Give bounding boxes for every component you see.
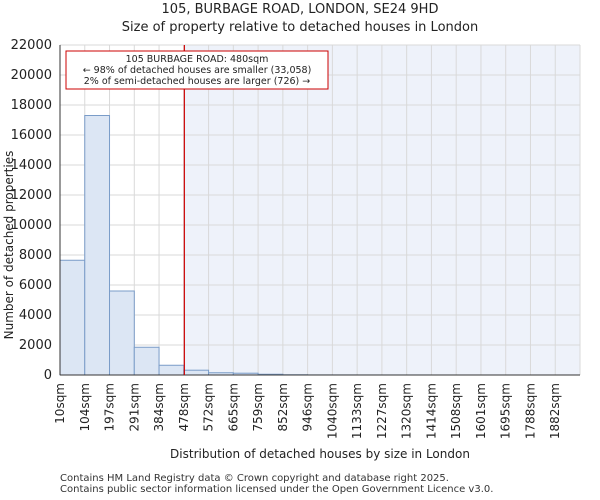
annotation-box	[65, 50, 329, 90]
x-tick-label: 1695sqm	[499, 383, 513, 439]
histogram-bar	[158, 364, 185, 376]
x-axis-label: Distribution of detached houses by size …	[170, 447, 470, 461]
x-tick-label: 1414sqm	[424, 383, 438, 439]
x-tick-label: 1788sqm	[523, 383, 537, 439]
histogram-bar	[183, 369, 210, 376]
histogram-bar	[84, 115, 111, 376]
marker-annotation: 105 BURBAGE ROAD: 480sqm ← 98% of detach…	[65, 50, 329, 90]
annotation-line-1: 105 BURBAGE ROAD: 480sqm	[126, 54, 269, 65]
x-tick-label: 1040sqm	[325, 383, 339, 439]
x-tick-label: 104sqm	[78, 383, 92, 431]
y-tick-label: 2000	[19, 338, 52, 353]
y-tick-label: 16000	[11, 128, 52, 143]
x-tick-label: 946sqm	[301, 383, 315, 431]
y-tick-label: 6000	[19, 278, 52, 293]
x-tick-label: 1601sqm	[474, 383, 488, 439]
y-tick-label: 20000	[11, 68, 52, 83]
x-tick-label: 759sqm	[251, 383, 265, 431]
y-tick-label: 22000	[11, 38, 52, 53]
y-tick-label: 10000	[11, 218, 52, 233]
y-tick-label: 14000	[11, 158, 52, 173]
chart-title: 105, BURBAGE ROAD, LONDON, SE24 9HD	[161, 2, 439, 17]
x-tick-label: 478sqm	[177, 383, 191, 431]
x-tick-label: 291sqm	[127, 383, 141, 431]
x-tick-label: 852sqm	[276, 383, 290, 431]
footer-line-1: Contains HM Land Registry data © Crown c…	[60, 473, 449, 484]
x-tick-label: 1227sqm	[375, 383, 389, 439]
histogram-bar	[109, 290, 135, 376]
x-tick-label: 1320sqm	[400, 383, 414, 439]
y-tick-label: 4000	[19, 308, 52, 323]
y-tick-label: 18000	[11, 98, 52, 113]
histogram-bar	[59, 259, 86, 376]
x-tick-label: 572sqm	[202, 383, 216, 431]
annotation-line-3: 2% of semi-detached houses are larger (7…	[84, 76, 311, 87]
x-tick-label: 665sqm	[226, 383, 240, 431]
footer-line-2: Contains public sector information licen…	[60, 484, 494, 495]
y-axis-label: Number of detached properties	[2, 151, 16, 340]
annotation-line-2: ← 98% of detached houses are smaller (33…	[83, 65, 312, 76]
histogram-bar	[133, 346, 160, 376]
x-tick-label: 1508sqm	[449, 383, 463, 439]
x-tick-label: 1133sqm	[350, 383, 364, 439]
chart-subtitle: Size of property relative to detached ho…	[121, 20, 479, 35]
y-tick-label: 8000	[19, 248, 52, 263]
x-tick-label: 197sqm	[103, 383, 117, 431]
y-tick-label: 12000	[11, 188, 52, 203]
x-tick-label: 10sqm	[53, 383, 67, 424]
x-tick-label: 384sqm	[152, 383, 166, 431]
x-tick-label: 1882sqm	[548, 383, 562, 439]
y-tick-label: 0	[44, 368, 52, 383]
